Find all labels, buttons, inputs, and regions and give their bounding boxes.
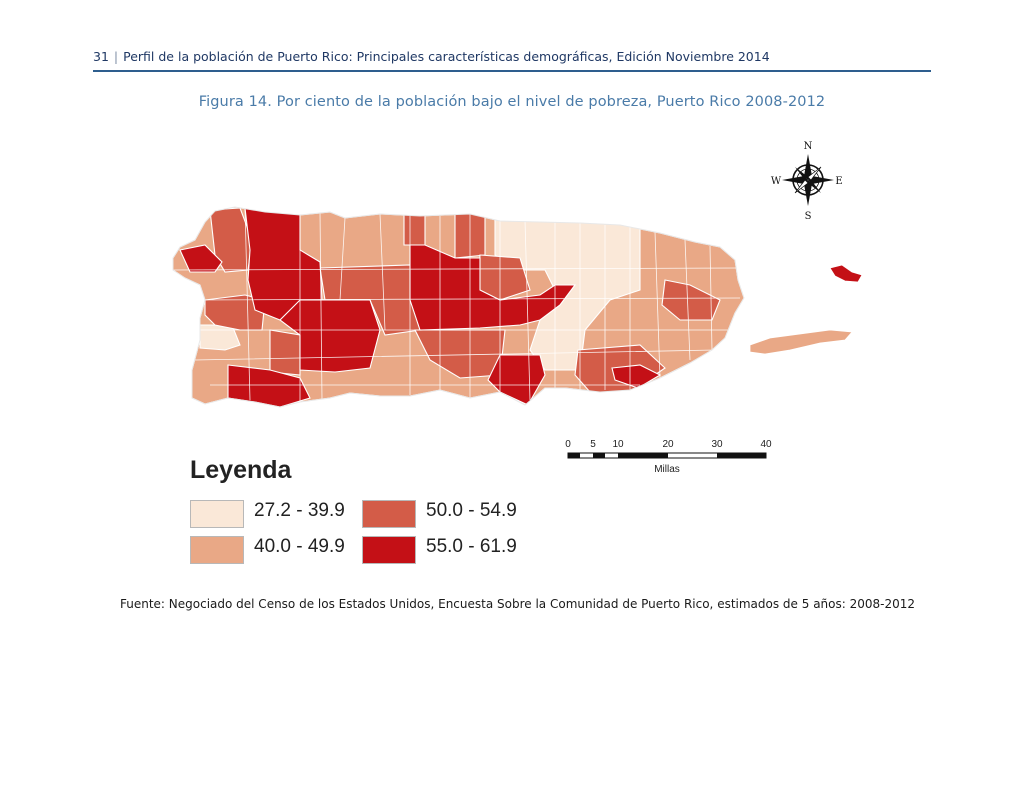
legend-title: Leyenda <box>190 456 292 484</box>
document-title: Perfil de la población de Puerto Rico: P… <box>123 49 770 64</box>
compass-rose: N S E W <box>771 141 843 222</box>
island-culebra <box>829 264 863 283</box>
legend-swatch-2 <box>190 536 244 564</box>
page-number: 31 <box>93 49 109 64</box>
municipio-region-se-coast <box>611 364 662 389</box>
scale-tick-20: 20 <box>662 439 674 450</box>
header-separator: | <box>113 49 119 64</box>
island-vieques <box>749 329 853 355</box>
municipio-region-utuado <box>279 299 381 373</box>
compass-north: N <box>804 141 813 152</box>
legend-swatch-4 <box>362 536 416 564</box>
scale-tick-0: 0 <box>565 439 571 450</box>
compass-east: E <box>835 176 842 187</box>
header-text: 31 | Perfil de la población de Puerto Rico… <box>93 49 770 64</box>
scale-tick-5: 5 <box>590 439 596 450</box>
scale-unit: Millas <box>654 464 680 475</box>
legend-label-3: 50.0 - 54.9 <box>426 500 517 521</box>
legend-swatch-3 <box>362 500 416 528</box>
scale-tick-40: 40 <box>760 439 772 450</box>
figure-title: Figura 14. Por ciento de la población ba… <box>198 94 826 110</box>
legend-label-1: 27.2 - 39.9 <box>254 500 345 521</box>
municipio-region-aguadilla <box>179 244 223 273</box>
scale-tick-30: 30 <box>711 439 723 450</box>
legend-label-2: 40.0 - 49.9 <box>254 536 345 557</box>
municipio-region-central <box>409 244 577 331</box>
main-island <box>172 206 745 408</box>
legend-swatch-1 <box>190 500 244 528</box>
compass-south: S <box>805 211 812 222</box>
source-note: Fuente: Negociado del Censo de los Estad… <box>120 597 916 611</box>
scale-bar: 0 5 10 20 30 40 Millas <box>565 439 772 475</box>
municipio-region-east <box>661 279 721 321</box>
municipio-region-south-w2 <box>269 329 301 376</box>
page-header: 31 | Perfil de la población de Puerto Rico… <box>93 46 933 74</box>
legend-label-4: 55.0 - 61.9 <box>426 536 517 557</box>
compass-west: W <box>771 176 782 187</box>
municipio-region-north-c2 <box>403 213 426 246</box>
header-rule <box>93 70 931 72</box>
municipio-region-ponce <box>487 354 546 406</box>
scale-tick-10: 10 <box>612 439 624 450</box>
